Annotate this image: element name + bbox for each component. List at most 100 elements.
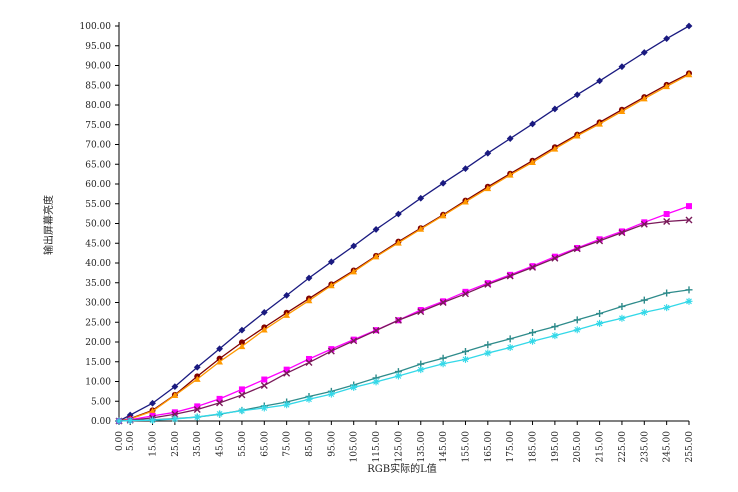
series-5-point	[327, 347, 335, 355]
series-5-point	[394, 316, 402, 324]
series-3-point	[417, 225, 425, 232]
series-1-point	[573, 91, 581, 99]
series-7-point	[461, 355, 469, 363]
series-6-point	[596, 310, 604, 318]
y-tick-label: 50.00	[85, 220, 111, 230]
series-5-point	[461, 290, 469, 298]
series-6-point	[663, 289, 671, 297]
series-5-point	[596, 237, 604, 245]
x-tick-label: 165.00	[484, 431, 494, 463]
series-3-point	[462, 198, 469, 205]
series-7-point	[216, 410, 224, 418]
series-7-point	[685, 297, 693, 305]
series-6-point	[685, 286, 693, 294]
series-3-point	[283, 311, 291, 318]
series-5-point	[216, 399, 224, 407]
series-6-point	[618, 302, 626, 310]
series-7-point	[260, 404, 268, 412]
series-3-point	[506, 171, 514, 178]
series-5-point	[193, 406, 201, 414]
series-3-point	[439, 212, 447, 219]
x-tick-label: 185.00	[529, 431, 539, 463]
series-7-point	[640, 308, 648, 316]
series-3-point	[193, 375, 201, 382]
series-6-point	[529, 329, 537, 337]
x-tick-label: 45.00	[216, 431, 226, 457]
y-tick-label: 10.00	[85, 378, 111, 388]
series-1-point	[506, 135, 514, 142]
series-7-point	[663, 304, 671, 312]
series-3-point	[350, 268, 358, 275]
series-4-point	[462, 288, 469, 295]
series-7-point	[126, 417, 134, 425]
x-tick-label: 15.00	[149, 431, 159, 457]
y-tick-label: 55.00	[85, 200, 111, 210]
series-3-point	[596, 120, 603, 127]
y-tick-label: 60.00	[85, 180, 111, 190]
series-7-point	[238, 407, 246, 415]
series-6-point	[573, 316, 581, 324]
series-7-point	[193, 413, 201, 421]
series-6-point	[484, 341, 492, 349]
series-7-point	[171, 415, 179, 423]
series-3-point	[372, 253, 380, 260]
y-tick-label: 15.00	[85, 358, 111, 368]
x-tick-label: 205.00	[573, 431, 583, 463]
series-3-point	[618, 107, 626, 115]
series-5-point	[350, 337, 358, 345]
series-4-point	[238, 386, 245, 393]
series-4-point	[149, 412, 156, 419]
series-7-point	[506, 344, 514, 352]
series-1-point	[149, 399, 156, 407]
series-5-point	[663, 218, 671, 226]
series-4-point	[171, 409, 178, 416]
series-4-point	[417, 307, 424, 314]
x-tick-label: 5.00	[126, 431, 136, 451]
series-3-point	[551, 145, 559, 152]
series-4-point	[641, 219, 648, 226]
series-1-point	[685, 22, 693, 30]
x-tick-label: 155.00	[461, 431, 471, 463]
series-6-point	[461, 347, 469, 355]
y-tick-label: 100.00	[80, 22, 112, 32]
series-3-point	[685, 71, 693, 78]
series-5-point	[283, 369, 291, 377]
series-4-point	[440, 298, 447, 305]
y-tick-label: 5.00	[91, 397, 111, 407]
series-3-point	[171, 391, 179, 399]
series-1-point	[283, 291, 291, 299]
series-1-point	[663, 35, 671, 43]
x-tick-label: 125.00	[394, 431, 404, 463]
series-7-point	[551, 332, 559, 340]
series-7-point	[394, 372, 402, 380]
series-3-point	[484, 184, 492, 192]
series-3-point	[663, 83, 671, 90]
x-tick-label: 235.00	[640, 431, 650, 463]
series-4-point	[306, 355, 312, 362]
series-1-point	[551, 105, 559, 113]
y-tick-label: 65.00	[85, 160, 111, 170]
series-1-point	[618, 63, 626, 71]
series-1-point	[462, 165, 469, 172]
x-tick-label: 145.00	[439, 431, 449, 463]
series-3-point	[640, 95, 648, 102]
series-7-point	[372, 378, 380, 386]
series-1-point	[417, 194, 425, 202]
series-7-point	[283, 401, 291, 409]
x-tick-label: 225.00	[618, 431, 628, 463]
series-5-point	[238, 391, 246, 399]
series-1-point	[640, 49, 648, 56]
x-tick-label: 35.00	[193, 431, 203, 457]
series-3-point	[149, 407, 156, 414]
series-7-point	[484, 349, 492, 357]
series-7-point	[417, 366, 425, 374]
series-1-point	[596, 77, 603, 85]
series-6-line	[118, 289, 690, 422]
y-tick-label: 80.00	[85, 101, 111, 111]
series-3-point	[573, 132, 581, 139]
series-4-point	[328, 346, 335, 353]
series-1-point	[193, 363, 201, 371]
series-1-point	[350, 242, 358, 250]
series-4-point	[194, 403, 201, 410]
x-tick-label: 175.00	[506, 431, 516, 463]
